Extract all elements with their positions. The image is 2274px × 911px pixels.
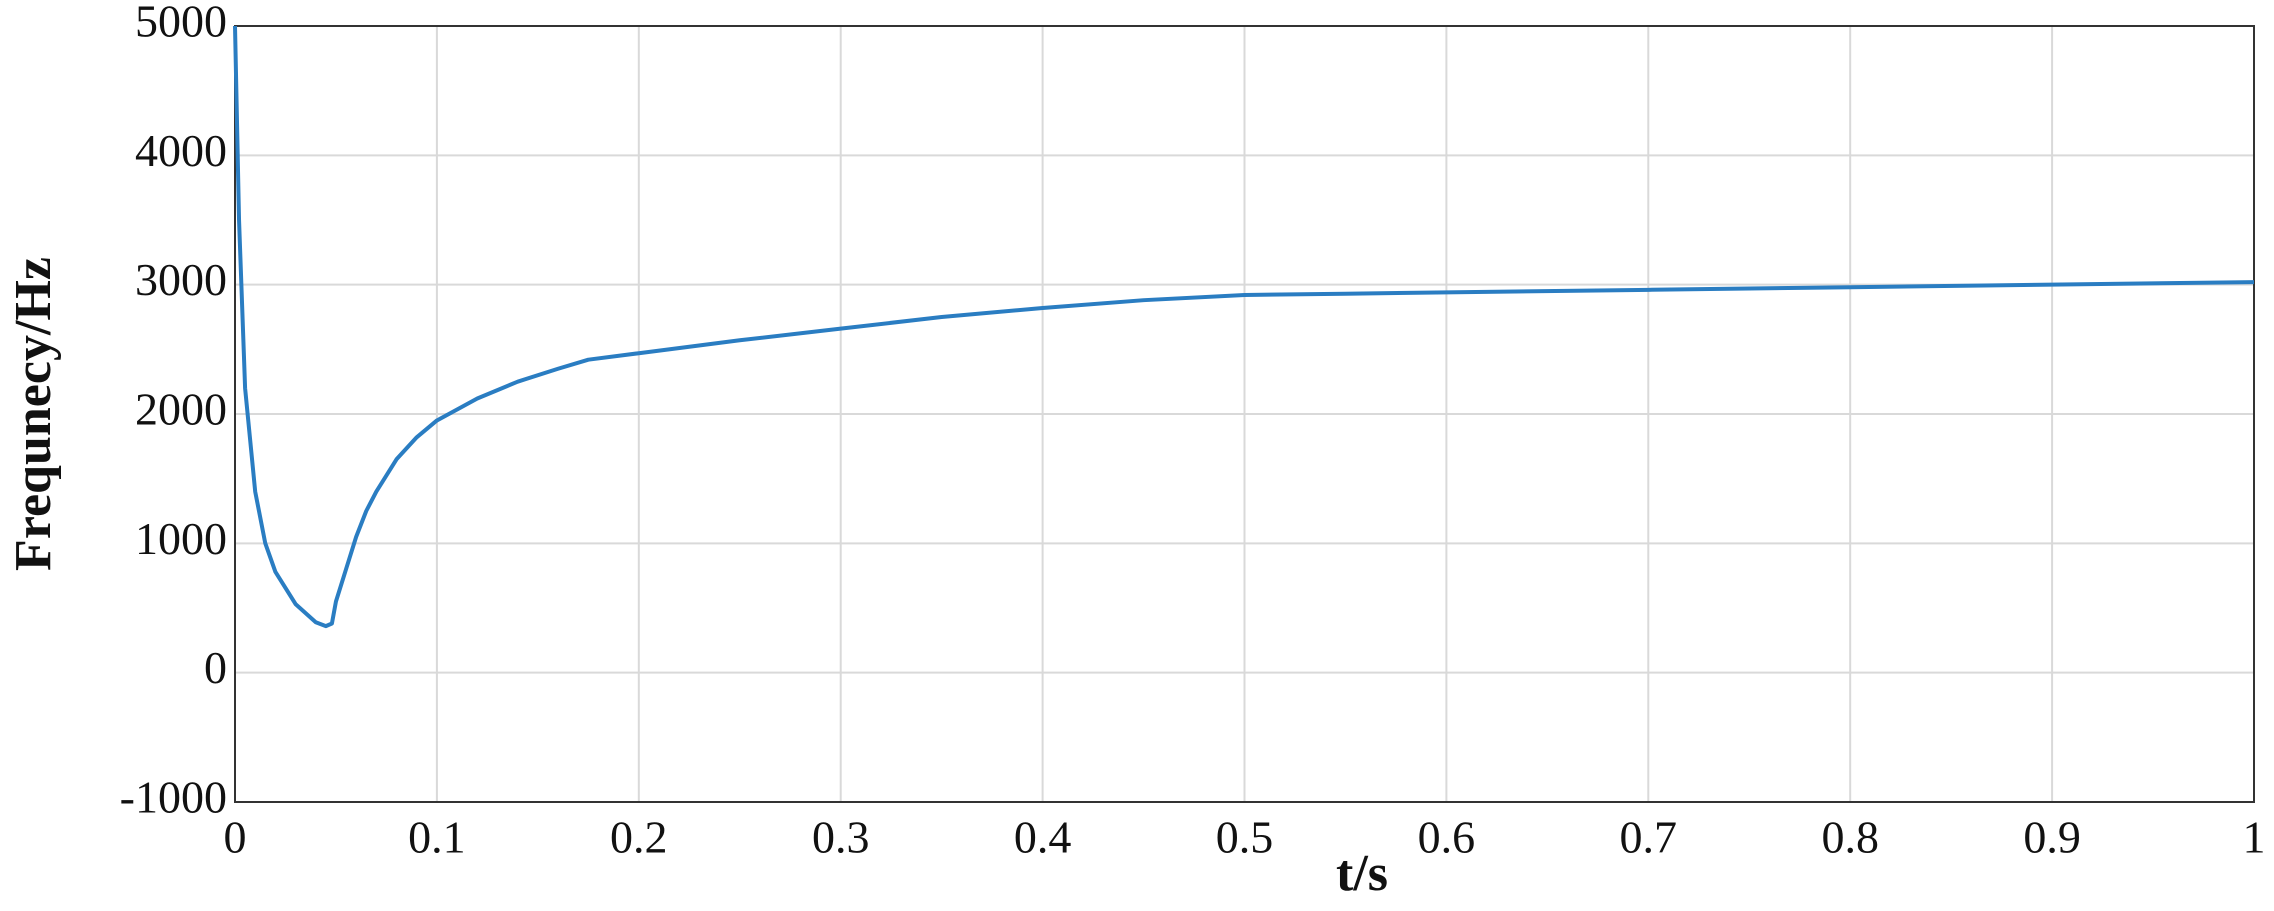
data-line — [233, 25, 2255, 629]
x-tick-label: 0.9 — [2023, 812, 2081, 863]
y-tick-label: 4000 — [135, 125, 227, 176]
plot-frame — [234, 25, 2255, 803]
x-tick-label: 0.8 — [1821, 812, 1879, 863]
y-tick-label: 5000 — [135, 0, 227, 47]
x-axis-label: t/s — [1336, 845, 1388, 902]
y-tick-label: 3000 — [135, 254, 227, 305]
y-axis-label: Frequnecy/Hz — [5, 257, 62, 571]
x-tick-label: 0 — [224, 812, 247, 863]
y-tick-label: 1000 — [135, 513, 227, 564]
x-tick-label: 0.3 — [812, 812, 870, 863]
x-tick-label: 0.4 — [1014, 812, 1072, 863]
x-tick-label: 0.1 — [408, 812, 466, 863]
x-tick-label: 0.6 — [1418, 812, 1476, 863]
x-tick-label: 0.7 — [1620, 812, 1678, 863]
x-tick-label: 0.2 — [610, 812, 668, 863]
y-tick-label: 2000 — [135, 384, 227, 435]
x-tick-label: 1 — [2243, 812, 2266, 863]
y-tick-label: -1000 — [120, 772, 227, 823]
y-tick-label: 0 — [204, 642, 227, 693]
x-tick-label: 0.5 — [1216, 812, 1274, 863]
